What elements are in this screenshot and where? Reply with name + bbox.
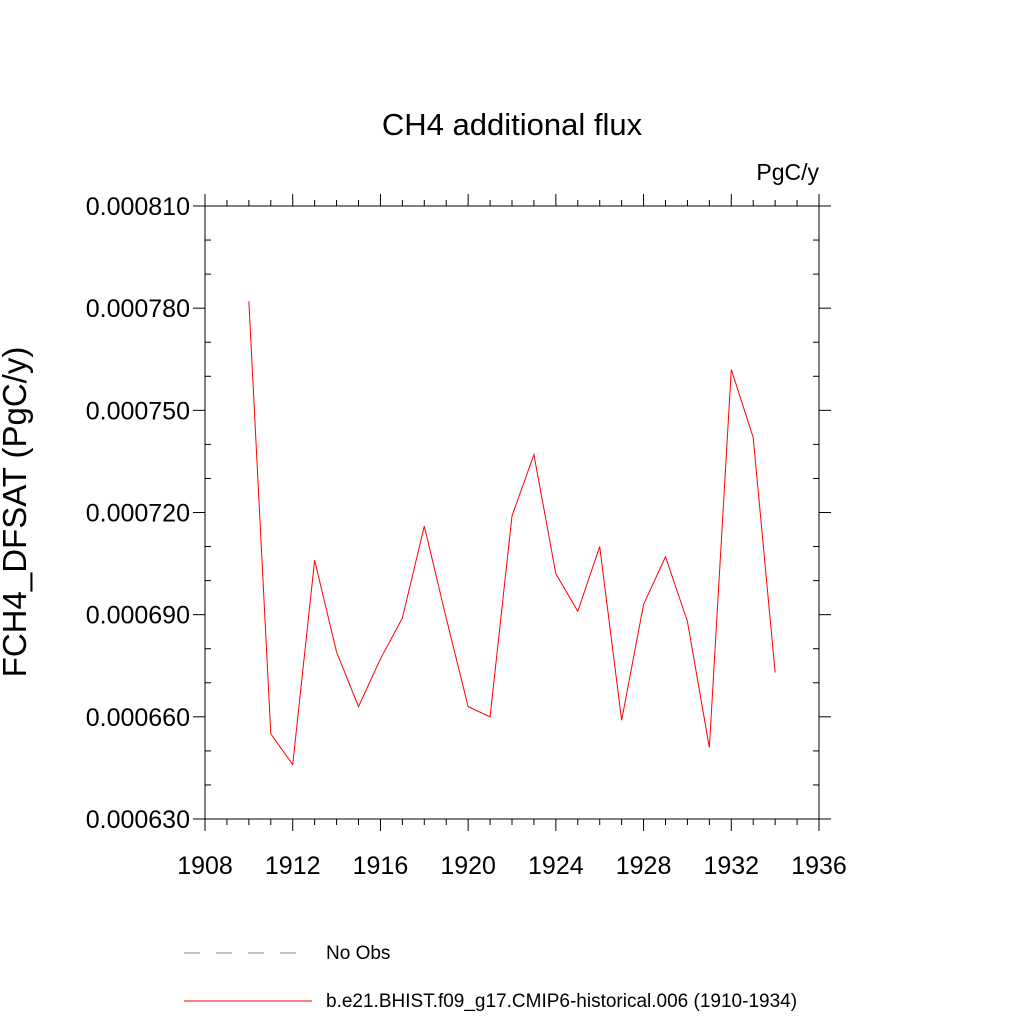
x-tick-label: 1908 — [177, 852, 233, 880]
y-tick-label: 0.000660 — [86, 704, 190, 732]
x-tick-label: 1932 — [703, 852, 759, 880]
x-tick-label: 1912 — [265, 852, 321, 880]
x-tick-label: 1924 — [528, 852, 584, 880]
y-tick-label: 0.000720 — [86, 500, 190, 528]
x-tick-label: 1928 — [616, 852, 672, 880]
legend-label-no-obs: No Obs — [326, 943, 390, 964]
y-tick-label: 0.000750 — [86, 397, 190, 425]
series-layer — [248, 301, 776, 766]
x-tick-label: 1920 — [440, 852, 496, 880]
y-axis-label: FCH4_DFSAT (PgC/y) — [0, 347, 33, 678]
y-tick-label: 0.000810 — [86, 193, 190, 221]
y-tick-label: 0.000780 — [86, 295, 190, 323]
axis-ticks: 1908 1912 1916 1920 1924 1928 1932 1936 0.000630… — [86, 193, 847, 880]
units-label: PgC/y — [756, 159, 819, 185]
legend: No Obs b.e21.BHIST.f09_g17.CMIP6-histori… — [184, 943, 797, 1012]
x-tick-label: 1916 — [353, 852, 409, 880]
y-tick-label: 0.000690 — [86, 602, 190, 630]
x-tick-label: 1936 — [791, 852, 847, 880]
series-line-1 — [248, 301, 776, 766]
y-tick-label: 0.000630 — [86, 806, 190, 834]
chart-title: CH4 additional flux — [382, 107, 643, 142]
legend-label-model: b.e21.BHIST.f09_g17.CMIP6-historical.006… — [326, 991, 797, 1012]
